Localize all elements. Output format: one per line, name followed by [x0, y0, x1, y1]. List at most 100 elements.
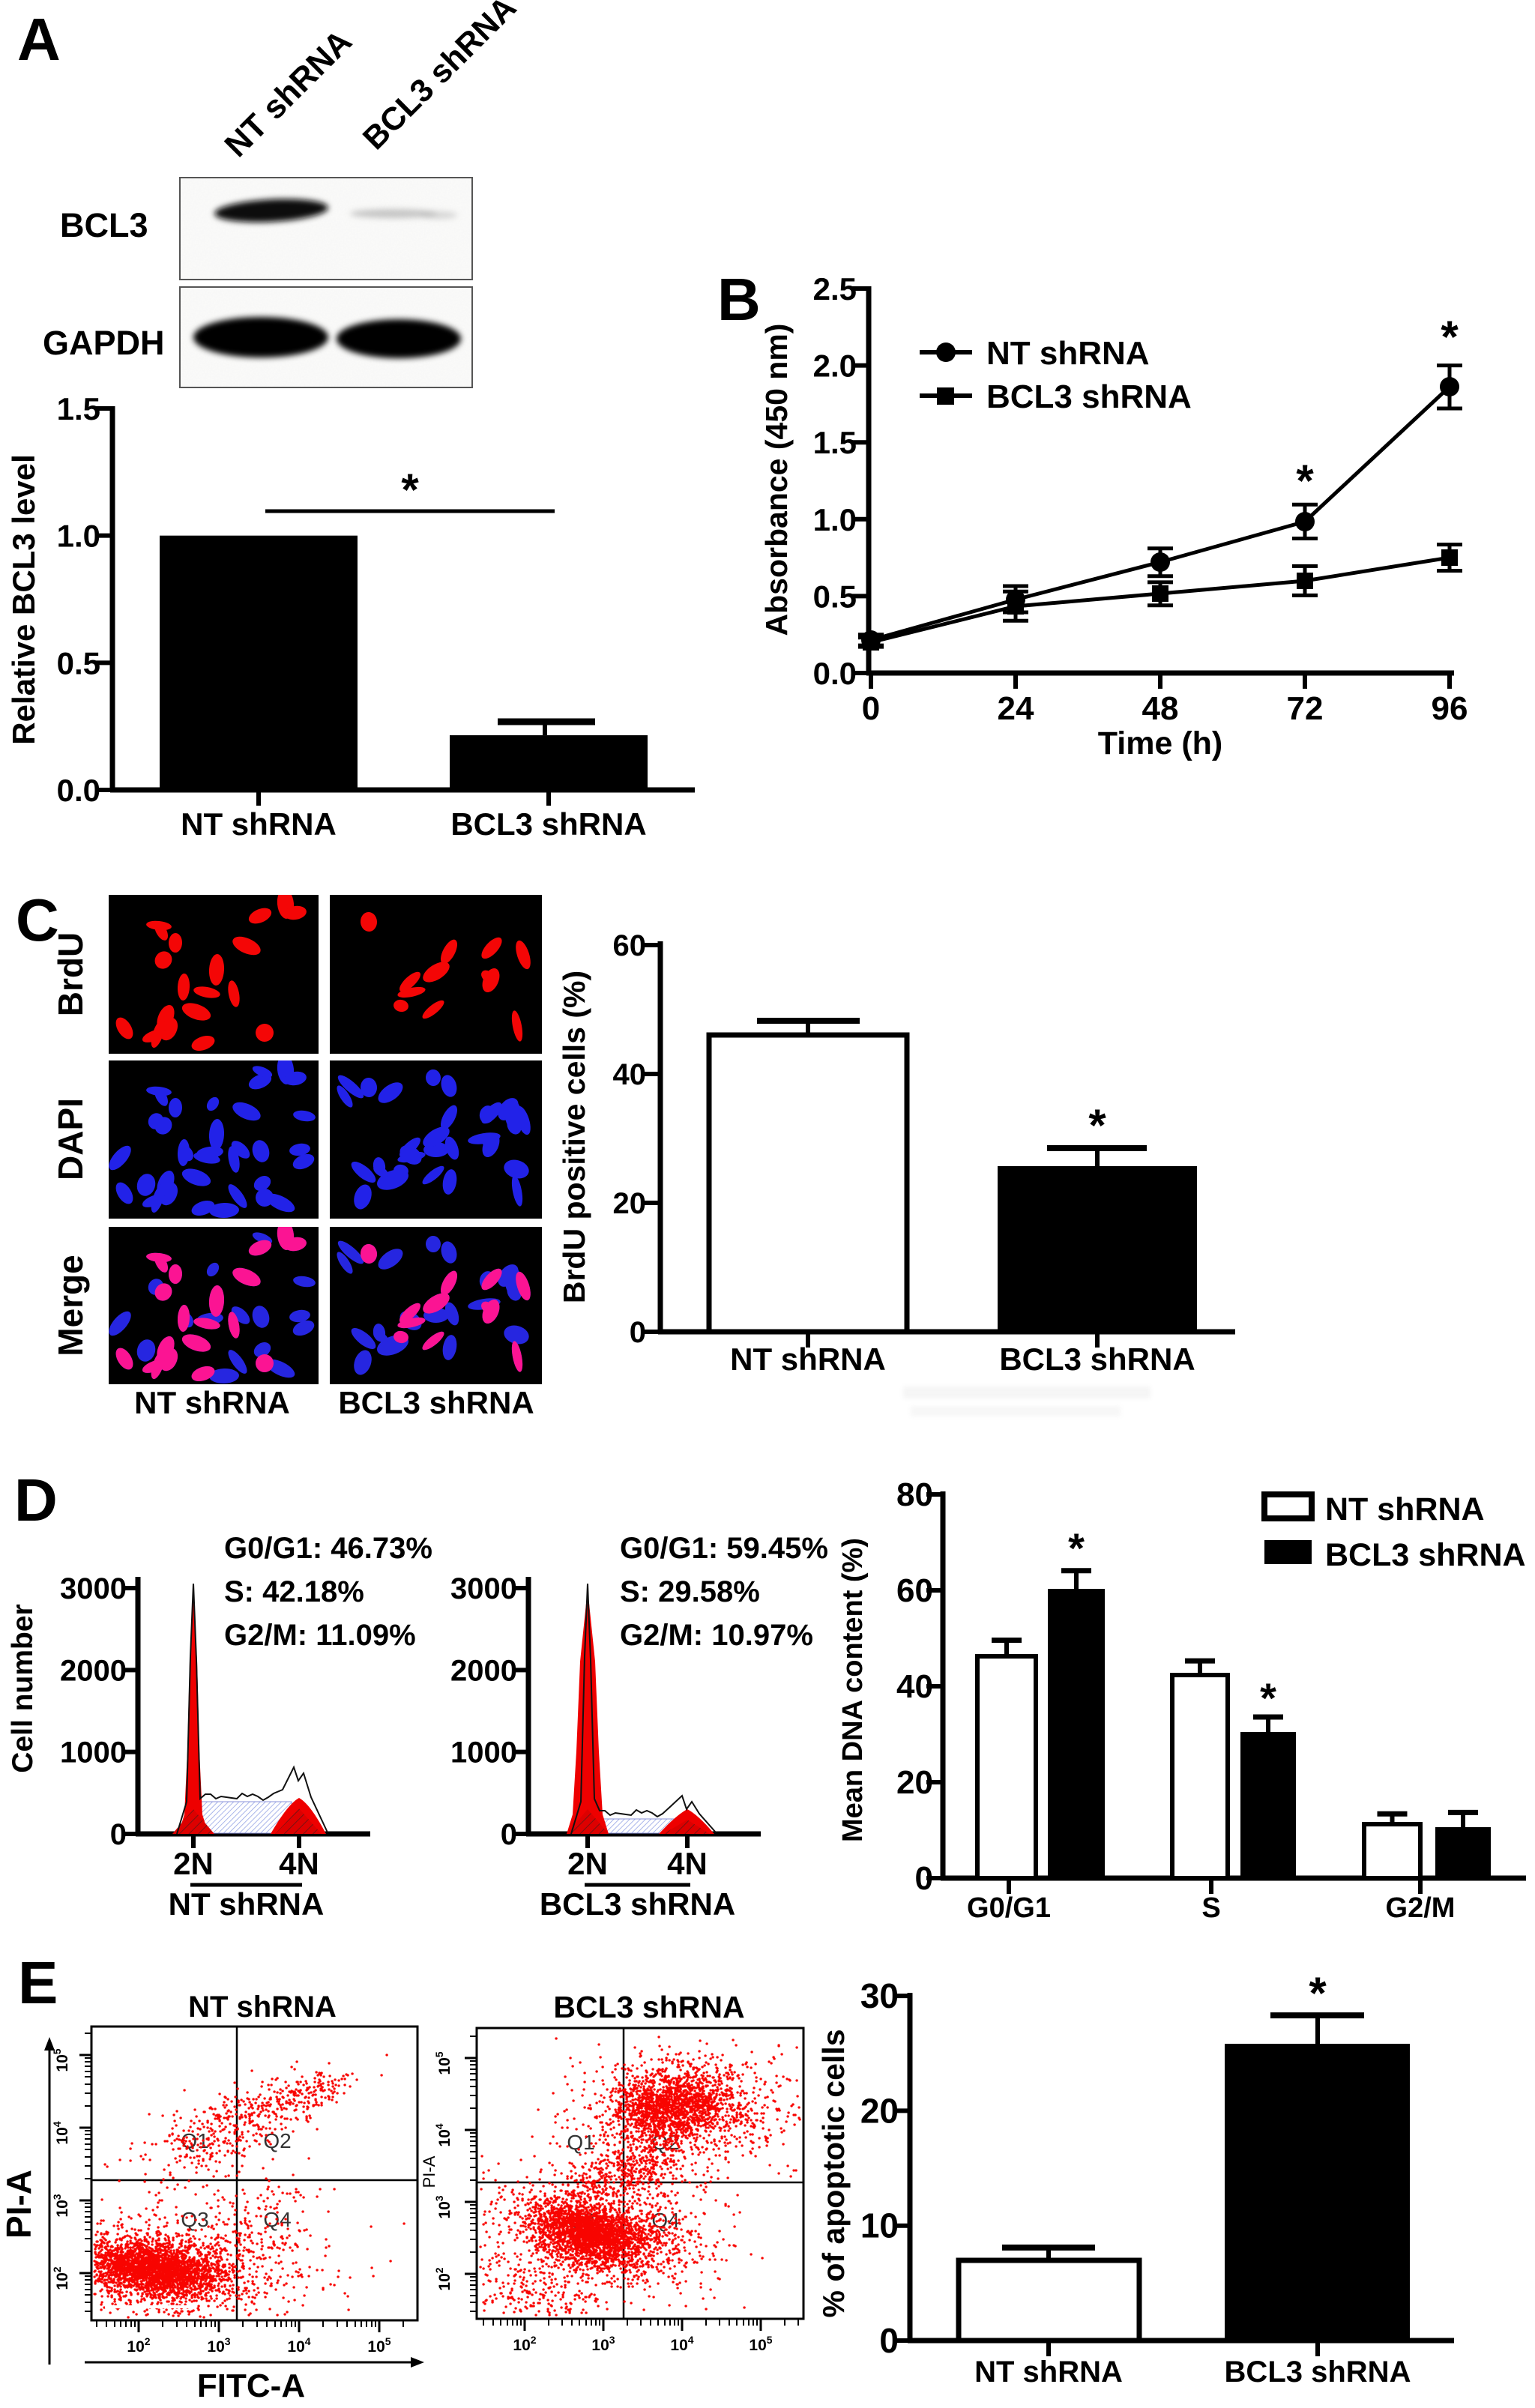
svg-text:G0/G1: 46.73%: G0/G1: 46.73%	[224, 1532, 432, 1565]
svg-text:PI-A: PI-A	[0, 2170, 38, 2239]
svg-text:3000: 3000	[60, 1572, 127, 1605]
svg-text:BCL3 shRNA: BCL3 shRNA	[1325, 1537, 1526, 1573]
svg-text:NT shRNA: NT shRNA	[974, 2356, 1123, 2389]
svg-text:0: 0	[630, 1316, 646, 1349]
svg-text:PI-A: PI-A	[420, 2155, 438, 2188]
svg-text:*: *	[1068, 1524, 1085, 1572]
svg-text:NT shRNA: NT shRNA	[217, 23, 358, 164]
svg-text:72: 72	[1287, 690, 1324, 727]
svg-text:0: 0	[862, 690, 880, 727]
svg-text:103: 103	[591, 2334, 615, 2354]
svg-text:0.0: 0.0	[57, 773, 100, 808]
svg-text:104: 104	[670, 2334, 693, 2354]
svg-text:BrdU positive cells (%): BrdU positive cells (%)	[557, 971, 591, 1303]
svg-text:40: 40	[896, 1668, 933, 1705]
svg-text:BCL3 shRNA: BCL3 shRNA	[999, 1342, 1195, 1377]
svg-text:GAPDH: GAPDH	[43, 324, 165, 362]
svg-text:105: 105	[51, 2048, 71, 2071]
svg-text:G2/M: 11.09%: G2/M: 11.09%	[224, 1619, 416, 1652]
svg-text:2.5: 2.5	[813, 271, 857, 307]
svg-text:10: 10	[860, 2206, 899, 2245]
svg-text:*: *	[1260, 1674, 1276, 1721]
svg-text:D: D	[14, 1467, 58, 1533]
svg-text:2.0: 2.0	[813, 348, 857, 384]
svg-text:20: 20	[860, 2091, 899, 2130]
svg-text:*: *	[1441, 312, 1459, 362]
svg-text:DAPI: DAPI	[51, 1098, 90, 1180]
svg-text:NT shRNA: NT shRNA	[188, 1991, 337, 2024]
svg-text:BCL3 shRNA: BCL3 shRNA	[338, 1385, 534, 1420]
svg-text:102: 102	[513, 2334, 536, 2354]
svg-text:102: 102	[51, 2266, 71, 2290]
svg-text:105: 105	[367, 2335, 390, 2356]
svg-text:BCL3 shRNA: BCL3 shRNA	[986, 378, 1192, 415]
svg-text:G2/M: 10.97%: G2/M: 10.97%	[620, 1619, 813, 1652]
svg-text:96: 96	[1432, 690, 1468, 727]
svg-text:1.0: 1.0	[57, 519, 100, 554]
svg-text:48: 48	[1142, 690, 1179, 727]
svg-text:20: 20	[613, 1187, 647, 1220]
svg-text:3000: 3000	[450, 1572, 517, 1605]
svg-text:104: 104	[287, 2335, 310, 2356]
svg-text:0.5: 0.5	[57, 645, 100, 681]
svg-text:105: 105	[749, 2334, 772, 2354]
svg-text:*: *	[1296, 456, 1314, 506]
svg-text:0: 0	[501, 1818, 517, 1851]
svg-text:BrdU: BrdU	[51, 932, 90, 1016]
svg-text:NT shRNA: NT shRNA	[986, 335, 1150, 372]
svg-text:FITC-A: FITC-A	[197, 2368, 305, 2404]
svg-text:*: *	[1088, 1100, 1106, 1150]
svg-text:0.5: 0.5	[813, 579, 857, 614]
svg-text:103: 103	[207, 2335, 230, 2356]
svg-text:*: *	[401, 465, 419, 515]
svg-text:BCL3 shRNA: BCL3 shRNA	[553, 1990, 744, 2024]
svg-text:S: 42.18%: S: 42.18%	[224, 1575, 364, 1608]
svg-text:*: *	[1309, 1968, 1327, 2018]
svg-text:E: E	[18, 1949, 58, 2016]
svg-text:0: 0	[879, 2321, 899, 2360]
svg-text:Relative BCL3 level: Relative BCL3 level	[6, 454, 41, 745]
svg-text:BCL3 shRNA: BCL3 shRNA	[356, 0, 523, 157]
svg-text:NT shRNA: NT shRNA	[134, 1385, 290, 1420]
svg-text:24: 24	[998, 690, 1034, 727]
svg-text:1000: 1000	[450, 1736, 517, 1769]
svg-text:103: 103	[51, 2194, 71, 2217]
svg-text:104: 104	[51, 2121, 71, 2144]
svg-text:1.5: 1.5	[57, 391, 100, 426]
svg-text:80: 80	[896, 1476, 933, 1513]
svg-text:104: 104	[433, 2123, 453, 2146]
svg-text:0: 0	[110, 1818, 127, 1851]
svg-text:S: S	[1201, 1892, 1220, 1924]
svg-text:102: 102	[127, 2335, 150, 2356]
svg-text:2N: 2N	[173, 1846, 214, 1881]
svg-text:NT shRNA: NT shRNA	[181, 806, 337, 842]
svg-text:105: 105	[433, 2051, 453, 2074]
svg-text:4N: 4N	[279, 1846, 319, 1881]
svg-text:40: 40	[613, 1058, 647, 1091]
svg-text:Merge: Merge	[51, 1255, 90, 1356]
svg-text:NT shRNA: NT shRNA	[730, 1342, 886, 1377]
svg-text:BCL3: BCL3	[60, 206, 148, 244]
svg-text:0.0: 0.0	[813, 656, 857, 691]
svg-text:102: 102	[433, 2267, 453, 2290]
svg-text:2000: 2000	[450, 1654, 517, 1687]
svg-text:S: 29.58%: S: 29.58%	[620, 1575, 760, 1608]
svg-text:G0/G1: G0/G1	[967, 1892, 1051, 1924]
svg-text:BCL3 shRNA: BCL3 shRNA	[1225, 2356, 1411, 2389]
svg-text:103: 103	[433, 2195, 453, 2218]
svg-text:60: 60	[613, 929, 647, 962]
svg-text:NT shRNA: NT shRNA	[169, 1886, 325, 1922]
svg-text:20: 20	[896, 1764, 933, 1801]
svg-text:NT shRNA: NT shRNA	[1325, 1491, 1485, 1527]
svg-text:Time (h): Time (h)	[1098, 725, 1222, 761]
svg-text:1.5: 1.5	[813, 425, 857, 460]
svg-text:30: 30	[860, 1976, 899, 2015]
svg-text:A: A	[17, 6, 61, 73]
svg-text:G0/G1: 59.45%: G0/G1: 59.45%	[620, 1532, 828, 1565]
svg-text:Absorbance (450 nm): Absorbance (450 nm)	[759, 324, 794, 636]
svg-text:1.0: 1.0	[813, 502, 857, 537]
svg-text:Q1: Q1	[567, 2131, 594, 2154]
svg-text:60: 60	[896, 1572, 933, 1609]
svg-text:4N: 4N	[667, 1846, 708, 1881]
svg-text:BCL3 shRNA: BCL3 shRNA	[450, 806, 646, 842]
